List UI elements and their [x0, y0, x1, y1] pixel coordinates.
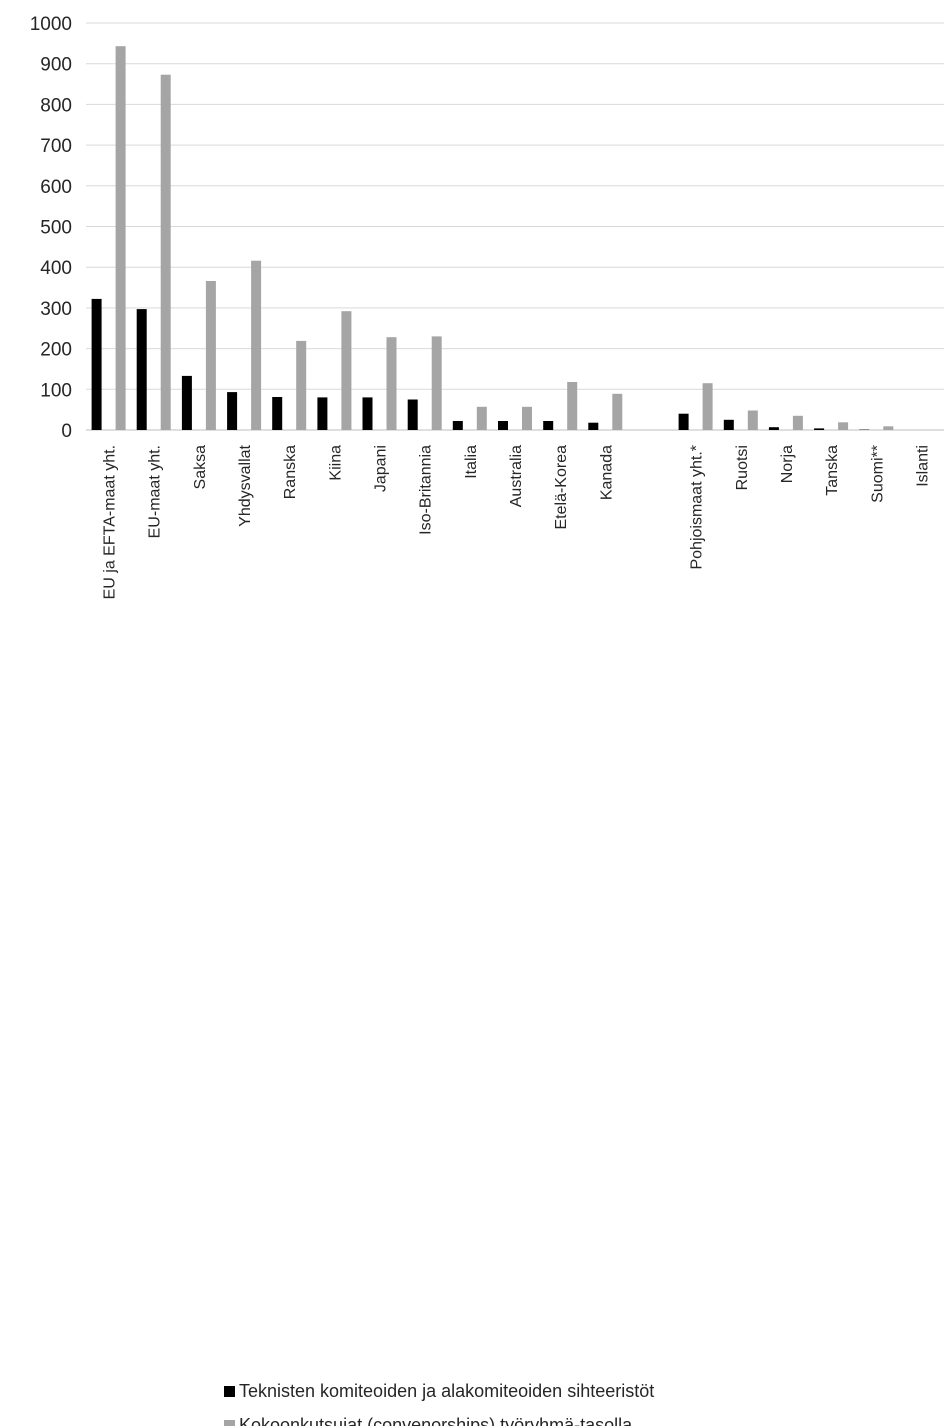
bar-convenorships [748, 411, 758, 431]
x-tick-label: Australia [508, 445, 525, 507]
x-tick-label: EU-maat yht. [147, 445, 164, 538]
bar-secretariats [363, 397, 373, 430]
y-tick-label: 300 [40, 299, 72, 320]
bar-convenorships [251, 261, 261, 430]
bar-convenorships [793, 416, 803, 430]
x-tick-label: Tanska [824, 445, 841, 496]
x-tick-label: Suomi** [869, 445, 886, 503]
x-tick-label: Pohjoismaat yht.* [689, 445, 706, 570]
bar-secretariats [814, 428, 824, 430]
x-tick-label: Iso-Britannia [418, 445, 435, 535]
y-tick-label: 1000 [30, 14, 72, 35]
bar-secretariats [498, 421, 508, 430]
bar-convenorships [522, 407, 532, 430]
bar-secretariats [227, 392, 237, 430]
bar-convenorships [341, 311, 351, 430]
bar-secretariats [543, 421, 553, 430]
x-tick-label: Norja [779, 445, 796, 483]
x-tick-label: Etelä-Korea [553, 445, 570, 530]
legend-swatch-black [224, 1386, 235, 1397]
x-tick-label: Italia [463, 445, 480, 479]
y-axis-ticks: 0 100 200 300 400 500 600 700 800 900 1000 [30, 14, 72, 442]
bar-secretariats [272, 397, 282, 430]
bar-secretariats [724, 420, 734, 430]
y-tick-label: 900 [40, 55, 72, 76]
x-tick-label: Japani [373, 445, 390, 492]
y-tick-label: 200 [40, 340, 72, 361]
bar-convenorships [703, 383, 713, 430]
bar-secretariats [588, 423, 598, 430]
bar-secretariats [137, 309, 147, 430]
legend-item-convenorships: Kokoonkutsujat (convenorships) työryhmä-… [224, 1415, 632, 1426]
bar-convenorships [612, 394, 622, 430]
bar-convenorships [838, 422, 848, 430]
bar-secretariats [453, 421, 463, 430]
bar-secretariats [317, 397, 327, 430]
x-tick-label: Kiina [327, 445, 344, 481]
x-tick-label: Ruotsi [734, 445, 751, 490]
y-tick-label: 500 [40, 218, 72, 239]
bar-convenorships [161, 75, 171, 430]
bar-convenorships [883, 426, 893, 430]
y-tick-label: 0 [61, 421, 72, 442]
y-tick-label: 100 [40, 380, 72, 401]
bar-convenorships [477, 407, 487, 430]
y-tick-label: 800 [40, 95, 72, 116]
legend-swatch-gray [224, 1420, 235, 1426]
x-tick-label: Saksa [192, 445, 209, 490]
bars [92, 46, 894, 430]
bar-convenorships [432, 336, 442, 430]
bar-convenorships [387, 337, 397, 430]
y-tick-label: 700 [40, 136, 72, 157]
y-tick-label: 400 [40, 258, 72, 279]
legend-label: Kokoonkutsujat (convenorships) työryhmä-… [239, 1415, 632, 1426]
bar-convenorships [206, 281, 216, 430]
bar-secretariats [92, 299, 102, 430]
bar-convenorships [296, 341, 306, 430]
legend-item-secretariats: Teknisten komiteoiden ja alakomiteoiden … [224, 1381, 654, 1402]
x-tick-label: Islanti [914, 445, 931, 487]
legend-label: Teknisten komiteoiden ja alakomiteoiden … [239, 1381, 654, 1402]
bar-convenorships [567, 382, 577, 430]
bar-secretariats [769, 427, 779, 430]
y-tick-label: 600 [40, 177, 72, 198]
bar-secretariats [679, 414, 689, 430]
bar-secretariats [182, 376, 192, 430]
x-tick-label: Ranska [282, 445, 299, 499]
bar-secretariats [408, 400, 418, 431]
chart-area: 0 100 200 300 400 500 600 700 800 900 1000 EU ja E… [0, 0, 946, 713]
bar-chart: 0 100 200 300 400 500 600 700 800 900 1000 EU ja E… [0, 0, 946, 713]
x-tick-label: Kanada [598, 445, 615, 500]
x-tick-label: EU ja EFTA-maat yht. [102, 445, 119, 599]
x-axis-ticks: EU ja EFTA-maat yht. EU-maat yht. Saksa Yhd… [102, 444, 932, 599]
x-tick-label: Yhdysvallat [237, 444, 254, 526]
bar-convenorships [116, 46, 126, 430]
